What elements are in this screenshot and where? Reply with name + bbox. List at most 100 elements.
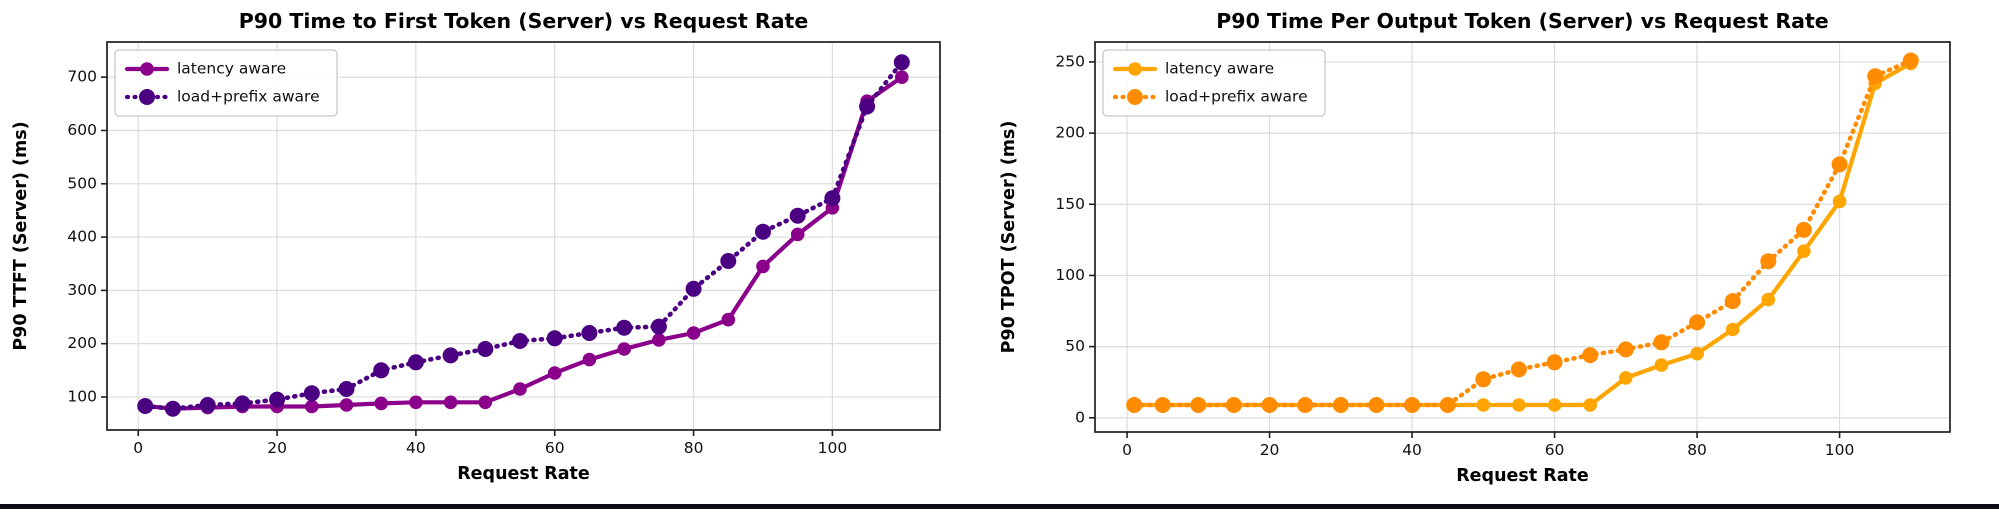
series-marker bbox=[824, 190, 841, 207]
series-marker bbox=[1654, 358, 1669, 372]
tpot-chart: 0 20 40 60 80 100 0 50 100 150 200 250 P90 Time Per … bbox=[1000, 0, 1999, 503]
series-marker bbox=[893, 54, 910, 71]
x-tick-label: 20 bbox=[267, 439, 287, 457]
series-marker bbox=[303, 385, 320, 402]
y-tick-label: 200 bbox=[67, 334, 97, 352]
x-tick-label: 60 bbox=[1545, 441, 1565, 459]
series-marker bbox=[1653, 334, 1670, 351]
legend: latency aware load+prefix aware bbox=[114, 49, 338, 117]
y-tick-label: 0 bbox=[1075, 408, 1085, 426]
series-marker bbox=[1761, 292, 1776, 307]
series-marker bbox=[721, 312, 736, 327]
series-marker bbox=[1439, 397, 1456, 413]
series-marker bbox=[1225, 397, 1242, 413]
chart-svg: 0 20 40 60 80 100 0 50 100 150 200 250 P90 Time Per … bbox=[1000, 9, 1951, 486]
bottom-divider bbox=[0, 504, 1999, 509]
series-marker bbox=[338, 381, 355, 397]
series-marker bbox=[1867, 68, 1884, 85]
series-marker bbox=[1261, 397, 1278, 413]
series-marker bbox=[1126, 397, 1143, 413]
series-marker bbox=[1332, 397, 1349, 413]
series-marker bbox=[443, 395, 458, 410]
series-group bbox=[1126, 52, 1919, 413]
x-tick-label: 20 bbox=[1260, 441, 1280, 459]
y-tick-label: 250 bbox=[1055, 52, 1085, 70]
series-marker bbox=[756, 259, 770, 274]
series-line-solid bbox=[143, 75, 904, 411]
series-marker bbox=[720, 253, 737, 269]
legend-sample-marker bbox=[1128, 62, 1142, 76]
series-marker bbox=[1547, 398, 1562, 412]
series-marker bbox=[1690, 346, 1704, 361]
x-tick-label: 100 bbox=[818, 439, 848, 457]
series-marker bbox=[1582, 347, 1599, 364]
series-marker bbox=[859, 98, 876, 115]
series-marker bbox=[685, 280, 702, 297]
series-marker bbox=[1832, 194, 1847, 209]
legend-box bbox=[114, 49, 338, 117]
series-marker bbox=[1510, 361, 1527, 378]
series-marker bbox=[407, 354, 424, 371]
series-marker bbox=[339, 398, 354, 412]
series-marker bbox=[1725, 322, 1740, 337]
y-tick-label: 50 bbox=[1065, 337, 1085, 355]
legend-label: load+prefix aware bbox=[1165, 88, 1308, 106]
x-tick-label: 80 bbox=[684, 439, 704, 457]
x-tick-label: 40 bbox=[1402, 441, 1422, 459]
series-marker bbox=[373, 362, 390, 379]
series-marker bbox=[1724, 293, 1741, 310]
series-marker bbox=[305, 399, 319, 414]
series-marker bbox=[1297, 397, 1314, 413]
x-tick-label: 80 bbox=[1687, 441, 1707, 459]
x-tick-label: 40 bbox=[406, 439, 426, 457]
series-marker bbox=[755, 223, 771, 240]
legend-sample-marker bbox=[140, 62, 154, 76]
series-marker bbox=[1831, 156, 1848, 173]
series-marker bbox=[269, 391, 286, 408]
chart-title: P90 Time to First Token (Server) vs Requ… bbox=[239, 9, 809, 33]
series-marker bbox=[1476, 398, 1491, 412]
series-marker bbox=[790, 227, 805, 242]
series-marker bbox=[1797, 244, 1811, 258]
series-marker bbox=[1902, 52, 1919, 69]
series-marker bbox=[199, 397, 216, 413]
series-marker bbox=[442, 347, 459, 364]
y-axis-label: P90 TPOT (Server) (ms) bbox=[1000, 121, 1019, 354]
figure-row: 0 20 40 60 80 100 100 200 300 400 500 600 700 P90 Tim… bbox=[0, 0, 1999, 503]
series-marker bbox=[616, 319, 633, 336]
chart-svg: 0 20 40 60 80 100 100 200 300 400 500 600 700 P90 Tim… bbox=[11, 9, 941, 484]
chart-title: P90 Time Per Output Token (Server) vs Re… bbox=[1216, 9, 1828, 33]
series-marker bbox=[1583, 398, 1597, 412]
y-tick-label: 150 bbox=[1055, 195, 1085, 213]
series-marker bbox=[234, 395, 251, 412]
y-tick-label: 100 bbox=[1055, 266, 1085, 284]
series-marker bbox=[1546, 354, 1563, 371]
y-tick-label: 600 bbox=[67, 121, 97, 139]
series-marker bbox=[895, 70, 909, 84]
legend-sample-marker bbox=[1127, 89, 1143, 105]
legend: latency aware load+prefix aware bbox=[1102, 49, 1326, 117]
series-marker bbox=[1512, 398, 1526, 412]
series-marker bbox=[1619, 371, 1633, 385]
ttft-chart: 0 20 40 60 80 100 100 200 300 400 500 600 700 P90 Tim… bbox=[0, 0, 1000, 503]
legend-box bbox=[1102, 49, 1326, 117]
series-marker bbox=[1689, 314, 1706, 331]
series-marker bbox=[1475, 371, 1492, 388]
series-group bbox=[137, 54, 910, 417]
series-marker bbox=[512, 333, 528, 349]
series-marker bbox=[477, 341, 494, 357]
series-marker bbox=[1368, 397, 1385, 413]
y-tick-label: 100 bbox=[67, 387, 97, 405]
y-tick-label: 300 bbox=[67, 281, 97, 299]
series-marker bbox=[617, 342, 631, 356]
series-marker bbox=[546, 330, 563, 347]
axes-ticks: 0 20 40 60 80 100 0 50 100 150 200 250 bbox=[1055, 52, 1854, 459]
y-tick-label: 500 bbox=[67, 174, 97, 192]
series-marker bbox=[1190, 397, 1207, 413]
series-marker bbox=[652, 333, 666, 347]
axes-ticks: 0 20 40 60 80 100 100 200 300 400 500 600 700 bbox=[67, 68, 847, 458]
series-marker bbox=[1760, 253, 1777, 270]
x-tick-label: 0 bbox=[133, 439, 143, 457]
series-marker bbox=[137, 398, 154, 414]
series-marker bbox=[478, 395, 493, 410]
